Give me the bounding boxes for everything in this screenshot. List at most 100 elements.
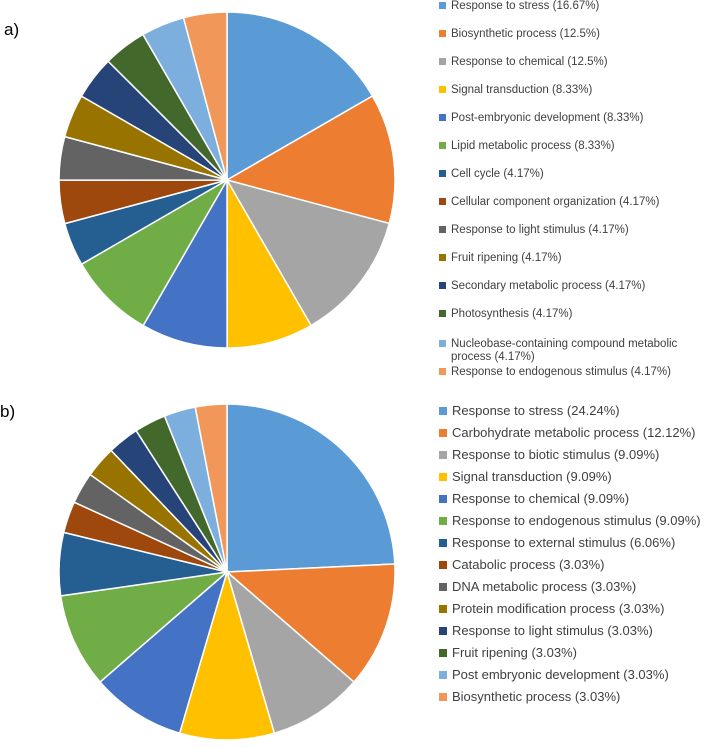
panel-a-label: a) — [4, 20, 20, 39]
pie-a-slice-0 — [226, 11, 374, 182]
legend-a-label-6: Cell cycle (4.17%) — [451, 168, 544, 180]
legend-b-swatch-10 — [439, 627, 447, 635]
legend-a-swatch-10 — [439, 282, 446, 289]
legend-a-swatch-9 — [439, 254, 446, 261]
legend-a-item-10: Secondary metabolic process (4.17%) — [439, 280, 645, 293]
legend-b-item-12: Post embryonic development (3.03%) — [439, 667, 669, 683]
legend-a-swatch-11 — [439, 310, 446, 317]
legend-b-item-10: Response to light stimulus (3.03%) — [439, 623, 653, 639]
legend-a-label-1: Biosynthetic process (12.5%) — [451, 28, 600, 40]
legend-b-item-7: Catabolic process (3.03%) — [439, 557, 605, 573]
legend-a-item-5: Lipid metabolic process (8.33%) — [439, 140, 615, 153]
legend-b-item-5: Response to endogenous stimulus (9.09%) — [439, 513, 701, 529]
legend-a-label-4: Post-embryonic development (8.33%) — [451, 112, 644, 124]
legend-b-label-1: Carbohydrate metabolic process (12.12%) — [452, 425, 696, 440]
legend-a-swatch-12 — [439, 340, 446, 347]
pie-a-slice-1 — [225, 94, 396, 225]
legend-b-swatch-12 — [439, 671, 447, 679]
legend-b-label-0: Response to stress (24.24%) — [452, 403, 620, 418]
legend-b-item-3: Signal transduction (9.09%) — [439, 469, 612, 485]
legend-b-item-9: Protein modification process (3.03%) — [439, 601, 665, 617]
legend-a-label-5: Lipid metabolic process (8.33%) — [451, 140, 615, 152]
pie-b-slice-2 — [225, 569, 356, 735]
legend-a-swatch-1 — [439, 30, 446, 37]
pie-a-slice-2 — [225, 178, 391, 327]
legend-b-swatch-6 — [439, 539, 447, 547]
legend-b-label-12: Post embryonic development (3.03%) — [452, 667, 669, 682]
legend-b-label-8: DNA metabolic process (3.03%) — [452, 579, 637, 594]
legend-a-item-12: Nucleobase-containing compound metabolic… — [439, 338, 681, 364]
legend-a-item-3: Signal transduction (8.33%) — [439, 84, 592, 97]
legend-b-swatch-11 — [439, 649, 447, 657]
pie-a-slice-4 — [142, 177, 228, 349]
legend-a-label-12: Nucleobase-containing compound metabolic… — [451, 338, 678, 364]
legend-b-item-11: Fruit ripening (3.03%) — [439, 645, 577, 661]
legend-b-item-0: Response to stress (24.24%) — [439, 403, 620, 419]
legend-b-label-7: Catabolic process (3.03%) — [452, 557, 605, 572]
legend-a-item-0: Response to stress (16.67%) — [439, 0, 599, 13]
legend-b-label-10: Response to light stimulus (3.03%) — [452, 623, 653, 638]
legend-b-swatch-1 — [439, 429, 447, 437]
pie-b-slice-5 — [59, 570, 230, 684]
legend-b-label-13: Biosynthetic process (3.03%) — [452, 689, 621, 704]
legend-a-label-3: Signal transduction (8.33%) — [451, 84, 593, 96]
legend-b-swatch-8 — [439, 583, 447, 591]
legend-a-swatch-2 — [439, 58, 446, 65]
pie-a-slice-5 — [80, 177, 230, 327]
pie-b-slice-1 — [225, 563, 396, 684]
legend-b-item-2: Response to biotic stimulus (9.09%) — [439, 447, 660, 463]
legend-b-swatch-0 — [439, 407, 447, 415]
legend-b-swatch-4 — [439, 495, 447, 503]
legend-b-label-9: Protein modification process (3.03%) — [452, 601, 665, 616]
legend-a-item-13: Response to endogenous stimulus (4.17%) — [439, 366, 671, 379]
legend-a-item-9: Fruit ripening (4.17%) — [439, 252, 562, 265]
legend-a-label-9: Fruit ripening (4.17%) — [451, 252, 562, 264]
legend-b-swatch-13 — [439, 693, 447, 701]
pie-b-slice-4 — [98, 569, 229, 735]
pie-b-slice-0 — [226, 403, 396, 573]
legend-b-swatch-9 — [439, 605, 447, 613]
legend-b-label-5: Response to endogenous stimulus (9.09%) — [452, 513, 701, 528]
legend-b-label-6: Response to external stimulus (6.06%) — [452, 535, 676, 550]
legend-b-label-2: Response to biotic stimulus (9.09%) — [452, 447, 660, 462]
panel-b-label: b) — [0, 402, 16, 421]
legend-b-swatch-2 — [439, 451, 447, 459]
legend-a-label-0: Response to stress (16.67%) — [451, 0, 600, 12]
legend-b-item-4: Response to chemical (9.09%) — [439, 491, 630, 507]
legend-b-item-6: Response to external stimulus (6.06%) — [439, 535, 676, 551]
legend-a-swatch-0 — [439, 2, 446, 9]
legend-b-swatch-7 — [439, 561, 447, 569]
legend-b-label-3: Signal transduction (9.09%) — [452, 469, 612, 484]
legend-a-swatch-4 — [439, 114, 446, 121]
pie-a-slice-13 — [182, 11, 228, 181]
legend-a-item-7: Cellular component organization (4.17%) — [439, 196, 659, 209]
legend-a-label-13: Response to endogenous stimulus (4.17%) — [451, 366, 671, 378]
legend-a-swatch-8 — [439, 226, 446, 233]
legend-b-label-4: Response to chemical (9.09%) — [452, 491, 630, 506]
legend-a-swatch-7 — [439, 198, 446, 205]
legend-a-item-1: Biosynthetic process (12.5%) — [439, 28, 600, 41]
legend-b-swatch-3 — [439, 473, 447, 481]
legend-a-item-8: Response to light stimulus (4.17%) — [439, 224, 629, 237]
legend-a-swatch-3 — [439, 86, 446, 93]
legend-a-swatch-13 — [439, 368, 446, 375]
legend-a-item-11: Photosynthesis (4.17%) — [439, 308, 572, 321]
legend-a-swatch-5 — [439, 142, 446, 149]
legend-b-item-8: DNA metabolic process (3.03%) — [439, 579, 637, 595]
legend-a-label-8: Response to light stimulus (4.17%) — [451, 224, 629, 236]
pie-b-slice-3 — [178, 569, 276, 741]
legend-a-label-11: Photosynthesis (4.17%) — [451, 308, 573, 320]
legend-b-item-1: Carbohydrate metabolic process (12.12%) — [439, 425, 696, 441]
legend-a-item-4: Post-embryonic development (8.33%) — [439, 112, 643, 125]
legend-b-item-13: Biosynthetic process (3.03%) — [439, 689, 621, 705]
pie-b-slice-13 — [194, 403, 228, 573]
legend-b-label-11: Fruit ripening (3.03%) — [452, 645, 577, 660]
legend-a-label-10: Secondary metabolic process (4.17%) — [451, 280, 646, 292]
legend-a-item-2: Response to chemical (12.5%) — [439, 56, 608, 69]
legend-a-item-6: Cell cycle (4.17%) — [439, 168, 544, 181]
legend-a-label-7: Cellular component organization (4.17%) — [451, 196, 660, 208]
legend-a-swatch-6 — [439, 170, 446, 177]
legend-a-label-2: Response to chemical (12.5%) — [451, 56, 608, 68]
